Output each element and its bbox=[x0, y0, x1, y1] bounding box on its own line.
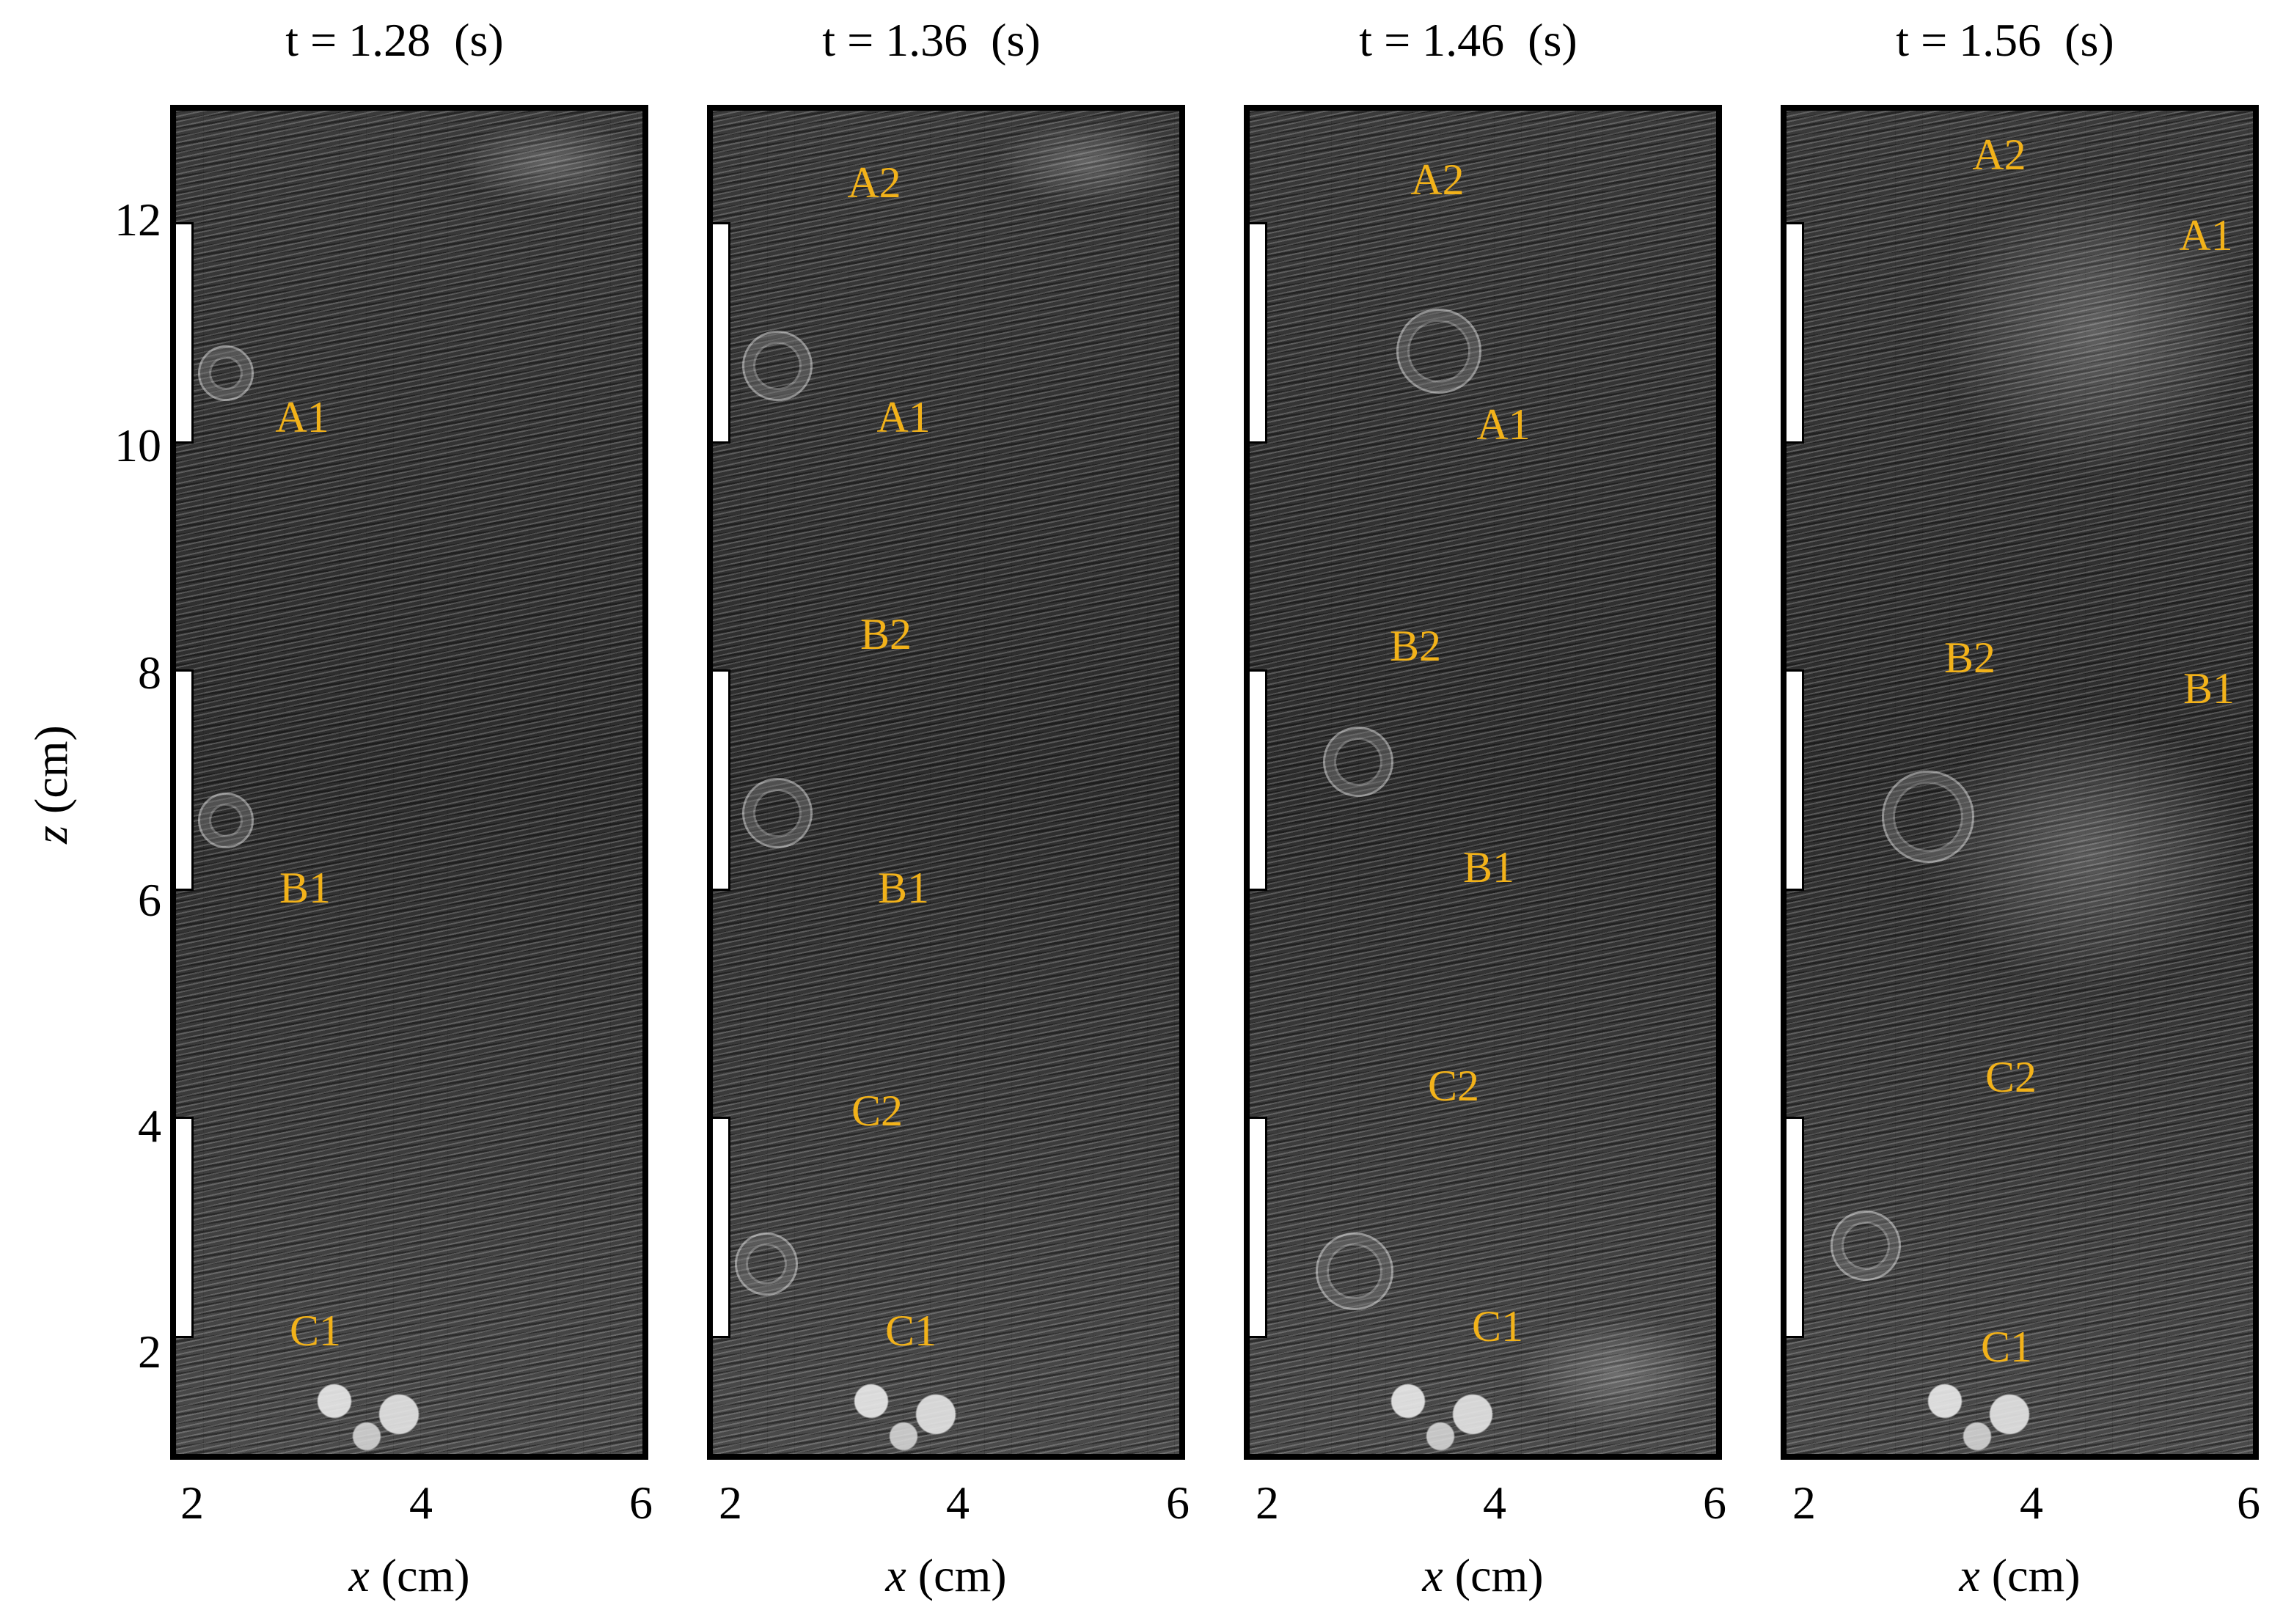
panel-title-4: t = 1.56 (s) bbox=[1896, 14, 2114, 66]
bubble-cluster bbox=[286, 1366, 447, 1454]
wall-slot bbox=[713, 222, 730, 444]
bright-region bbox=[992, 118, 1179, 206]
vortex-label-B1: B1 bbox=[2183, 664, 2235, 713]
x-tick-4: 4 bbox=[1483, 1477, 1506, 1529]
vortex bbox=[1882, 771, 1974, 863]
panel-title-2: t = 1.36 (s) bbox=[822, 14, 1041, 66]
vortex-label-A1: A1 bbox=[876, 393, 931, 441]
x-tick-6: 6 bbox=[629, 1477, 653, 1529]
panel-title-3: t = 1.46 (s) bbox=[1359, 14, 1577, 66]
wall-slot bbox=[176, 669, 194, 891]
x-axis-label-2: x (cm) bbox=[885, 1549, 1007, 1601]
vortex bbox=[1316, 1232, 1393, 1310]
vortex bbox=[198, 793, 254, 848]
x-tick-6: 6 bbox=[1166, 1477, 1190, 1529]
bubble-cluster bbox=[823, 1366, 984, 1454]
vortex-label-C2: C2 bbox=[1985, 1053, 2037, 1101]
wall-slot bbox=[176, 222, 194, 444]
wall-slot bbox=[176, 1117, 194, 1338]
vortex-label-B2: B2 bbox=[1943, 633, 1996, 682]
x-tick-4: 4 bbox=[2020, 1477, 2043, 1529]
bright-region bbox=[1933, 184, 2253, 477]
x-axis-label-1: x (cm) bbox=[348, 1549, 470, 1601]
vortex bbox=[742, 331, 813, 401]
vortex-label-A2: A2 bbox=[1410, 155, 1465, 204]
x-axis-label-3: x (cm) bbox=[1422, 1549, 1544, 1601]
vortex-label-C1: C1 bbox=[1471, 1302, 1524, 1351]
bubble-cluster bbox=[1360, 1366, 1521, 1454]
flow-image-panel-1: A1 B1 C1 bbox=[170, 105, 648, 1460]
vortex-label-B1: B1 bbox=[1462, 843, 1515, 892]
x-tick-2: 2 bbox=[1792, 1477, 1816, 1529]
vortex bbox=[1396, 309, 1481, 394]
wall-slot bbox=[1787, 669, 1804, 891]
flow-image-panel-3: A2 A1 B2 B1 C2 C1 bbox=[1244, 105, 1722, 1460]
y-tick-4: 4 bbox=[138, 1100, 161, 1152]
bright-region bbox=[1919, 712, 2253, 991]
wall-slot bbox=[713, 1117, 730, 1338]
y-tick-6: 6 bbox=[138, 874, 161, 926]
y-tick-8: 8 bbox=[138, 647, 161, 699]
vortex-label-B2: B2 bbox=[1389, 622, 1442, 670]
wall-slot bbox=[1250, 669, 1267, 891]
vortex-label-C1: C1 bbox=[884, 1307, 937, 1355]
vortex-label-C2: C2 bbox=[851, 1087, 904, 1135]
vortex-label-A1: A1 bbox=[2179, 211, 2233, 260]
vortex-label-B2: B2 bbox=[860, 610, 912, 658]
vortex bbox=[742, 778, 813, 848]
x-tick-2: 2 bbox=[719, 1477, 742, 1529]
y-tick-12: 12 bbox=[114, 194, 161, 246]
flow-image-panel-4: A2 A1 B2 B1 C2 C1 bbox=[1781, 105, 2259, 1460]
vortex-label-C1: C1 bbox=[289, 1307, 342, 1355]
vortex-label-A1: A1 bbox=[275, 393, 329, 441]
y-tick-2: 2 bbox=[138, 1326, 161, 1378]
bubble-cluster bbox=[1897, 1366, 2058, 1454]
bright-region bbox=[1514, 1313, 1716, 1430]
wall-slot bbox=[1787, 222, 1804, 444]
wall-slot bbox=[1787, 1117, 1804, 1338]
vortex-label-A2: A2 bbox=[847, 158, 901, 207]
wall-slot bbox=[1250, 1117, 1267, 1338]
bright-region bbox=[455, 118, 642, 206]
x-tick-2: 2 bbox=[180, 1477, 204, 1529]
x-tick-6: 6 bbox=[1703, 1477, 1726, 1529]
vortex bbox=[198, 345, 254, 401]
wall-slot bbox=[1250, 222, 1267, 444]
vortex-label-B1: B1 bbox=[279, 864, 331, 912]
x-tick-4: 4 bbox=[946, 1477, 970, 1529]
vortex-label-C2: C2 bbox=[1427, 1062, 1480, 1110]
x-tick-6: 6 bbox=[2237, 1477, 2260, 1529]
vortex-label-B1: B1 bbox=[877, 864, 930, 912]
vortex-label-A2: A2 bbox=[1972, 131, 2026, 179]
y-axis-label: z (cm) bbox=[25, 725, 77, 844]
x-tick-4: 4 bbox=[409, 1477, 433, 1529]
x-axis-label-4: x (cm) bbox=[1959, 1549, 2081, 1601]
vortex bbox=[1323, 727, 1393, 797]
wall-slot bbox=[713, 669, 730, 891]
vortex-label-A1: A1 bbox=[1476, 400, 1531, 449]
panel-title-1: t = 1.28 (s) bbox=[285, 14, 504, 66]
y-tick-10: 10 bbox=[114, 419, 161, 471]
x-tick-2: 2 bbox=[1256, 1477, 1279, 1529]
vortex bbox=[1831, 1210, 1901, 1281]
flow-image-panel-2: A2 A1 B2 B1 C2 C1 bbox=[707, 105, 1185, 1460]
vortex-label-C1: C1 bbox=[1980, 1323, 2033, 1371]
vortex bbox=[735, 1232, 798, 1296]
